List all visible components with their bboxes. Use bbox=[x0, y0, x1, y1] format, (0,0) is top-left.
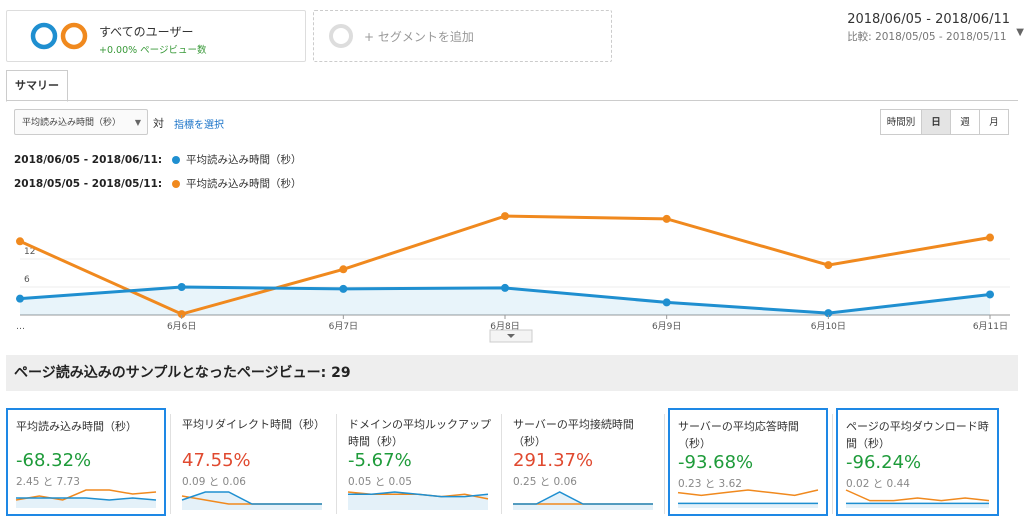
legend-current-date: 2018/06/05 - 2018/06/11: bbox=[14, 154, 163, 166]
data-point[interactable] bbox=[501, 283, 509, 292]
x-tick-label: 6月9日 bbox=[652, 321, 681, 332]
data-point[interactable] bbox=[662, 214, 671, 223]
data-point[interactable] bbox=[501, 212, 509, 221]
y-tick-label: 6 bbox=[24, 275, 30, 285]
data-point[interactable] bbox=[16, 294, 24, 303]
chevron-down-icon bbox=[507, 334, 515, 338]
x-tick-label: 6月10日 bbox=[811, 321, 846, 332]
card-divider bbox=[501, 414, 502, 514]
segment-rings-icon bbox=[30, 22, 88, 50]
tab-summary[interactable]: サマリー bbox=[6, 70, 68, 102]
sparkline bbox=[513, 491, 653, 510]
x-tick-label: … bbox=[16, 322, 25, 332]
metric-card[interactable]: ドメインの平均ルックアップ時間（秒） -5.67% 0.05 と 0.05 bbox=[340, 408, 500, 516]
legend-dot-icon bbox=[172, 156, 180, 164]
metric-card[interactable]: 平均リダイレクト時間（秒） 47.55% 0.09 と 0.06 bbox=[174, 408, 334, 516]
x-tick-label: 6月6日 bbox=[167, 321, 196, 332]
metric-card-compare: 2.45 と 7.73 bbox=[16, 476, 80, 488]
card-divider bbox=[664, 414, 665, 514]
chart-collapse-handle[interactable] bbox=[489, 329, 533, 343]
metric-card-title: ドメインの平均ルックアップ時間（秒） bbox=[348, 418, 491, 448]
metric-card[interactable]: サーバーの平均接続時間（秒） 291.37% 0.25 と 0.06 bbox=[505, 408, 665, 516]
metric-card-percent: 47.55% bbox=[182, 450, 251, 471]
date-range-compare: 比較: 2018/05/05 - 2018/05/11 bbox=[847, 31, 1007, 43]
metric-card-compare: 0.25 と 0.06 bbox=[513, 476, 577, 488]
metric-card-compare: 0.09 と 0.06 bbox=[182, 476, 246, 488]
date-range-main: 2018/06/05 - 2018/06/11 bbox=[847, 12, 1010, 27]
legend-current: 2018/06/05 - 2018/06/11: 平均読み込み時間（秒） bbox=[14, 152, 302, 167]
line-chart[interactable]: 12 6 … 6月6日 6月7日 6月8日 6月9日 6月10日 6月11日 bbox=[0, 195, 1024, 345]
metric-card-title: 平均リダイレクト時間（秒） bbox=[182, 418, 325, 431]
metric-card-compare: 0.23 と 3.62 bbox=[678, 478, 742, 490]
data-point[interactable] bbox=[339, 284, 348, 293]
metric-card-percent: -68.32% bbox=[16, 450, 92, 471]
data-point[interactable] bbox=[16, 237, 24, 246]
metric-card-compare: 0.05 と 0.05 bbox=[348, 476, 412, 488]
metric-card[interactable]: サーバーの平均応答時間（秒） -93.68% 0.23 と 3.62 bbox=[668, 408, 828, 516]
sparkline bbox=[347, 491, 489, 510]
metric-select-value: 平均読み込み時間（秒） bbox=[22, 118, 122, 128]
period-week-button[interactable]: 週 bbox=[950, 109, 980, 135]
metric-card-title: サーバーの平均接続時間（秒） bbox=[513, 418, 634, 448]
legend-previous-label: 平均読み込み時間（秒） bbox=[186, 178, 302, 190]
metric-card-title: サーバーの平均応答時間（秒） bbox=[678, 420, 799, 450]
legend-previous-date: 2018/05/05 - 2018/05/11: bbox=[14, 178, 163, 190]
period-day-button[interactable]: 日 bbox=[921, 109, 951, 135]
segment-all-users[interactable]: すべてのユーザー +0.00% ページビュー数 bbox=[6, 10, 306, 62]
empty-segment-ring-icon bbox=[329, 24, 353, 48]
date-range-picker[interactable]: 2018/06/05 - 2018/06/11 比較: 2018/05/05 -… bbox=[847, 12, 1024, 44]
card-divider bbox=[336, 414, 337, 514]
chevron-down-icon: ▼ bbox=[134, 118, 141, 127]
choose-metric-link[interactable]: 指標を選択 bbox=[174, 120, 224, 131]
card-divider bbox=[832, 414, 833, 514]
segment-subtitle: +0.00% ページビュー数 bbox=[99, 45, 207, 56]
card-divider bbox=[170, 414, 171, 514]
data-point[interactable] bbox=[824, 309, 833, 318]
add-segment-label: + セグメントを追加 bbox=[364, 30, 474, 44]
period-month-button[interactable]: 月 bbox=[979, 109, 1009, 135]
x-tick-label: 6月7日 bbox=[329, 321, 358, 332]
legend-previous: 2018/05/05 - 2018/05/11: 平均読み込み時間（秒） bbox=[14, 176, 302, 191]
summary-bar: ページ読み込みのサンプルとなったページビュー: 29 bbox=[6, 355, 1018, 391]
metric-card[interactable]: ページの平均ダウンロード時間（秒） -96.24% 0.02 と 0.44 bbox=[836, 408, 999, 516]
metric-card-compare: 0.02 と 0.44 bbox=[846, 478, 910, 490]
metric-card-percent: -93.68% bbox=[678, 452, 754, 473]
data-point[interactable] bbox=[177, 310, 186, 319]
data-point[interactable] bbox=[339, 265, 348, 274]
metric-card[interactable]: 平均読み込み時間（秒） -68.32% 2.45 と 7.73 bbox=[6, 408, 166, 516]
x-tick-label: 6月11日 bbox=[973, 321, 1008, 332]
metric-card-percent: 291.37% bbox=[513, 450, 594, 471]
add-segment-button[interactable]: + セグメントを追加 bbox=[313, 10, 612, 62]
sparkline bbox=[845, 489, 990, 508]
metric-card-percent: -5.67% bbox=[348, 450, 412, 471]
sparkline bbox=[15, 489, 157, 508]
chevron-down-icon: ▼ bbox=[1016, 27, 1024, 38]
data-point[interactable] bbox=[824, 261, 833, 270]
metric-card-title: ページの平均ダウンロード時間（秒） bbox=[846, 420, 989, 450]
metric-select[interactable]: 平均読み込み時間（秒） ▼ bbox=[14, 109, 148, 135]
metric-card-percent: -96.24% bbox=[846, 452, 922, 473]
tab-divider bbox=[6, 100, 1018, 101]
legend-dot-icon bbox=[172, 180, 180, 188]
data-point[interactable] bbox=[986, 233, 994, 242]
sparkline bbox=[677, 489, 819, 508]
data-point[interactable] bbox=[662, 298, 671, 307]
data-point[interactable] bbox=[986, 290, 994, 299]
segment-title: すべてのユーザー bbox=[99, 25, 194, 39]
y-tick-label: 12 bbox=[24, 247, 35, 257]
metric-card-title: 平均読み込み時間（秒） bbox=[16, 420, 137, 433]
vs-label: 対 bbox=[153, 117, 164, 130]
legend-current-label: 平均読み込み時間（秒） bbox=[186, 154, 302, 166]
period-hourly-button[interactable]: 時間別 bbox=[880, 109, 922, 135]
sparkline bbox=[181, 491, 322, 510]
x-tick-label: 6月8日 bbox=[490, 321, 519, 332]
data-point[interactable] bbox=[177, 283, 186, 291]
